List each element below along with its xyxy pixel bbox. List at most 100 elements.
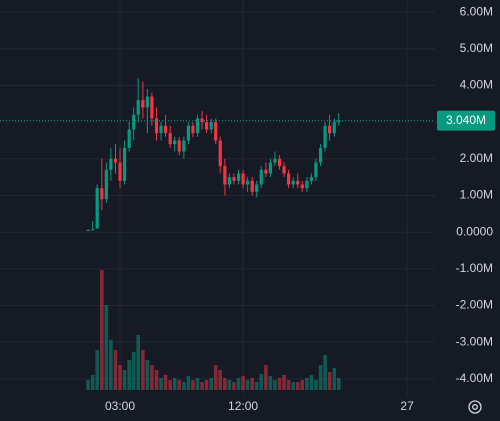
candle-body — [200, 118, 204, 123]
candle-body — [150, 96, 154, 119]
volume-bar — [241, 376, 245, 390]
volume-bar — [145, 360, 150, 390]
volume-bar — [172, 378, 177, 390]
y-tick-label: -3.00M — [456, 334, 493, 348]
candle-body — [291, 180, 295, 185]
volume-bar — [236, 378, 241, 390]
candle-body — [141, 100, 145, 108]
volume-bar — [291, 382, 296, 390]
settings-button[interactable] — [468, 400, 482, 414]
candle-body — [163, 125, 168, 134]
volume-bar — [218, 370, 223, 390]
volume-bar — [223, 378, 227, 390]
candle-body — [273, 158, 277, 163]
volume-bar — [250, 378, 255, 390]
volume-bar — [323, 355, 327, 390]
candle-body — [264, 169, 268, 174]
volume-bar — [227, 380, 232, 390]
candles — [86, 78, 341, 231]
candle-body — [236, 173, 241, 181]
candle-body — [286, 173, 291, 185]
candle-body — [241, 173, 245, 185]
y-tick-label: 0.0000 — [456, 224, 493, 238]
candle-body — [232, 177, 236, 181]
volume-bar — [327, 372, 332, 390]
candle-body — [159, 125, 163, 134]
x-tick-label: 12:00 — [228, 399, 258, 413]
candle-body — [305, 180, 309, 189]
volume-bar — [177, 380, 182, 390]
volume-bar — [113, 350, 118, 390]
volume-bar — [332, 368, 337, 390]
y-tick-label: -1.00M — [456, 261, 493, 275]
last-price-label: 3.040M — [446, 113, 486, 127]
candle-body — [318, 147, 323, 163]
volume-bar — [150, 365, 154, 390]
candle-body — [154, 118, 159, 134]
candle-body — [296, 180, 300, 185]
candle-body — [255, 184, 259, 192]
volume-bar — [300, 380, 305, 390]
candle-body — [118, 162, 122, 181]
candle-body — [136, 100, 140, 115]
candle-body — [204, 122, 209, 130]
volume-bar — [259, 374, 264, 390]
candle-body — [127, 129, 131, 148]
candle-body — [250, 180, 254, 192]
volume-bar — [264, 365, 268, 390]
y-tick-label: 4.00M — [460, 78, 493, 92]
candle-body — [314, 162, 318, 178]
volume-bar — [254, 382, 259, 390]
candle-body — [86, 229, 90, 231]
volume-bar — [182, 382, 186, 390]
volume-bar — [318, 365, 323, 390]
grid — [0, 0, 435, 395]
candle-body — [182, 140, 186, 152]
candle-body — [227, 177, 231, 185]
volume-bar — [95, 350, 99, 390]
candle-body — [218, 140, 222, 167]
candle-body — [104, 169, 108, 200]
volume-bar — [305, 378, 309, 390]
y-tick-label: 6.00M — [460, 4, 493, 18]
volume-bar — [282, 375, 286, 390]
candle-body — [223, 166, 227, 185]
last-price-box — [437, 110, 495, 131]
candle-body — [95, 188, 99, 229]
candle-body — [168, 133, 172, 145]
candle-body — [145, 96, 149, 108]
volume-bar — [186, 376, 191, 390]
candle-body — [122, 147, 127, 181]
candle-body — [300, 184, 304, 189]
volume-bar — [273, 380, 277, 390]
volume-bar — [309, 375, 314, 390]
volume-bar — [336, 378, 341, 390]
gear-outer — [468, 400, 482, 414]
volume-bar — [86, 380, 90, 390]
volume-bar — [191, 380, 195, 390]
candle-body — [277, 158, 282, 167]
candle-body — [191, 125, 195, 134]
candle-body — [100, 188, 104, 200]
volume-bar — [295, 382, 300, 390]
candle-body — [209, 122, 213, 130]
candle-body — [109, 158, 113, 170]
volume-bar — [122, 370, 127, 390]
gear-inner — [472, 404, 478, 410]
volume-bar — [200, 382, 204, 390]
volume-bar — [131, 352, 136, 390]
candle-body — [91, 229, 95, 231]
candle-body — [282, 166, 286, 174]
volume-bar — [204, 380, 209, 390]
candle-body — [337, 120, 341, 123]
volume-bar — [232, 382, 236, 390]
volume-bar — [213, 365, 218, 390]
y-tick-label: 2.00M — [460, 151, 493, 165]
volume-bars — [86, 270, 341, 390]
volume-bar — [127, 360, 131, 390]
volume-bar — [100, 270, 104, 390]
volume-bar — [286, 380, 291, 390]
y-tick-label: -2.00M — [456, 298, 493, 312]
candle-body — [323, 125, 327, 148]
